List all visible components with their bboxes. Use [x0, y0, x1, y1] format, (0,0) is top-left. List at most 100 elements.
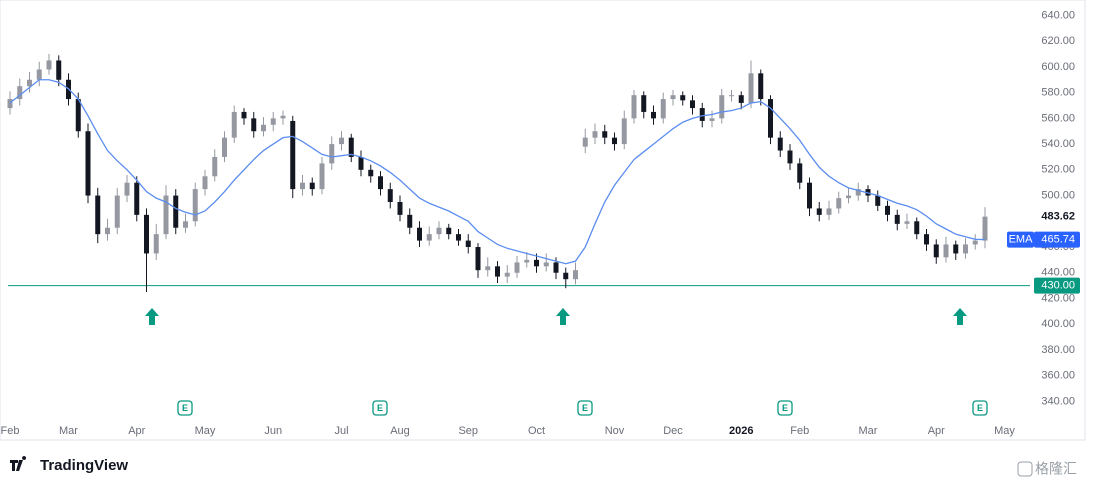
earnings-icon [177, 400, 193, 416]
y-tick-label: 360.00 [1041, 370, 1075, 382]
candle-body [202, 176, 208, 190]
candle-body [972, 240, 978, 245]
y-tick-label: 540.00 [1041, 138, 1075, 150]
y-tick-label: 580.00 [1041, 87, 1075, 99]
candle-body [105, 227, 110, 235]
candle-body [787, 150, 793, 164]
watermark-icon [1017, 461, 1033, 477]
candle-body [46, 60, 52, 70]
signal-arrows [145, 308, 967, 325]
ema-value-box [1034, 231, 1080, 248]
last-price-label: 483.62 [1041, 211, 1075, 223]
candle-body [709, 118, 715, 121]
candle-body [729, 95, 734, 97]
x-tick-label: Feb [790, 425, 809, 437]
candle-body [251, 118, 257, 132]
x-tick-label: Jun [264, 425, 282, 437]
x-tick-label: Feb [1, 425, 20, 437]
candle-body [690, 100, 695, 109]
y-tick-label: 560.00 [1041, 112, 1075, 124]
candle-body [456, 234, 461, 241]
candle-body [261, 124, 266, 132]
earnings-icon [577, 400, 593, 416]
hline-label: 430.00 [1041, 280, 1075, 292]
candle-body [807, 182, 812, 209]
candle-body [75, 99, 81, 132]
earnings-label: E [977, 403, 983, 413]
x-tick-label: May [195, 425, 216, 437]
candle-body [914, 221, 920, 235]
candle-body [144, 214, 149, 254]
x-tick-label: Mar [859, 425, 878, 437]
candle-body [114, 195, 120, 228]
candle-body [319, 163, 325, 190]
candle-body [387, 189, 393, 202]
ema-value: 465.74 [1041, 234, 1075, 246]
candle-body [514, 262, 520, 273]
y-tick-label: 340.00 [1041, 395, 1075, 407]
candle-body [436, 227, 442, 235]
x-tick-label: Dec [663, 425, 683, 437]
candle-body [358, 156, 364, 170]
y-tick-label: 440.00 [1041, 267, 1075, 279]
y-tick-label: 640.00 [1041, 9, 1075, 21]
candle-body [573, 270, 578, 280]
up-arrow [953, 308, 967, 325]
candle-body [153, 234, 159, 254]
candle-body [309, 182, 315, 190]
candle-body [7, 99, 13, 109]
candle-body [95, 195, 101, 235]
candle-body [670, 95, 676, 100]
candle-body [846, 195, 851, 199]
candle-body [163, 195, 169, 235]
earnings-label: E [782, 403, 788, 413]
candle-body [738, 95, 744, 103]
candle-body [17, 86, 23, 100]
ema-name-box [1007, 231, 1034, 248]
candle-body [134, 182, 140, 215]
candle-body [231, 111, 237, 138]
y-tick-label: 600.00 [1041, 61, 1075, 73]
brand-name: TradingView [40, 457, 128, 474]
candle-body [602, 131, 608, 138]
candle-body [495, 266, 500, 277]
candle-body [777, 137, 783, 151]
candle-body [339, 137, 344, 145]
candle-body [426, 234, 432, 241]
candle-body [524, 259, 530, 263]
earnings-icon [372, 400, 388, 416]
candle-body [953, 244, 959, 254]
candle-body [855, 189, 861, 196]
candle-body [963, 244, 968, 254]
candle-body [543, 262, 549, 267]
y-tick-label: 620.00 [1041, 35, 1075, 47]
candles [7, 54, 988, 293]
candle-body [417, 227, 422, 241]
ema-line [9, 79, 986, 265]
candle-body [612, 137, 617, 145]
candle-body [27, 79, 32, 87]
x-tick-label: May [994, 425, 1015, 437]
candle-body [797, 163, 803, 183]
brand-logo: TradingView [10, 456, 128, 474]
candle-body [173, 195, 179, 228]
candle-body [816, 208, 822, 215]
up-arrow [145, 308, 159, 325]
earnings-icon [777, 400, 793, 416]
x-tick-label: Sep [458, 425, 478, 437]
candle-body [300, 182, 305, 190]
x-tick-label: Aug [390, 425, 410, 437]
candle-body [982, 216, 988, 241]
candle-body [592, 131, 598, 138]
candle-body [465, 240, 471, 248]
candle-body [651, 111, 656, 119]
watermark: 格隆汇 [1017, 461, 1077, 477]
candle-body [222, 137, 227, 157]
x-tick-label: Oct [528, 425, 545, 437]
candle-body [85, 131, 91, 196]
x-tick-label: Jul [334, 425, 348, 437]
candle-body [270, 118, 276, 125]
candle-body [348, 137, 354, 157]
candle-body [699, 108, 705, 121]
candle-body [933, 244, 939, 258]
